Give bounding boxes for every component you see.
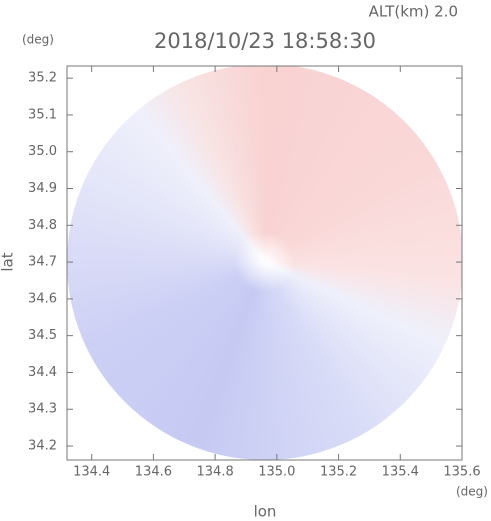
x-axis-label: lon	[254, 503, 277, 521]
x-unit: (deg)	[456, 485, 488, 499]
y-tick-label: 35.2	[28, 71, 57, 86]
plot-frame	[66, 65, 463, 461]
y-tick-label: 34.6	[28, 291, 57, 306]
x-tick-label: 135.6	[443, 465, 480, 480]
y-tick-label: 34.7	[28, 255, 57, 270]
y-tick-label: 34.2	[28, 439, 57, 454]
chart-title: 2018/10/23 18:58:30	[154, 29, 376, 53]
y-tick-label: 34.9	[28, 181, 57, 196]
x-tick-label: 135.0	[258, 465, 295, 480]
y-tick-label: 34.8	[28, 218, 57, 233]
y-tick-label: 35.1	[28, 107, 57, 122]
y-tick-label: 35.0	[28, 144, 57, 159]
radar-disc	[67, 66, 462, 460]
x-tick-label: 135.4	[382, 465, 419, 480]
y-unit: (deg)	[22, 33, 54, 47]
y-tick-label: 34.3	[28, 402, 57, 417]
y-axis-label: lat	[0, 252, 17, 271]
altitude-label: ALT(km) 2.0	[369, 3, 458, 21]
y-tick-label: 34.5	[28, 328, 57, 343]
velocity-field	[67, 66, 462, 460]
x-tick-label: 134.6	[135, 465, 172, 480]
x-tick-label: 134.4	[73, 465, 110, 480]
x-tick-label: 135.2	[320, 465, 357, 480]
y-tick-label: 34.4	[28, 365, 57, 380]
x-tick-label: 134.8	[197, 465, 234, 480]
